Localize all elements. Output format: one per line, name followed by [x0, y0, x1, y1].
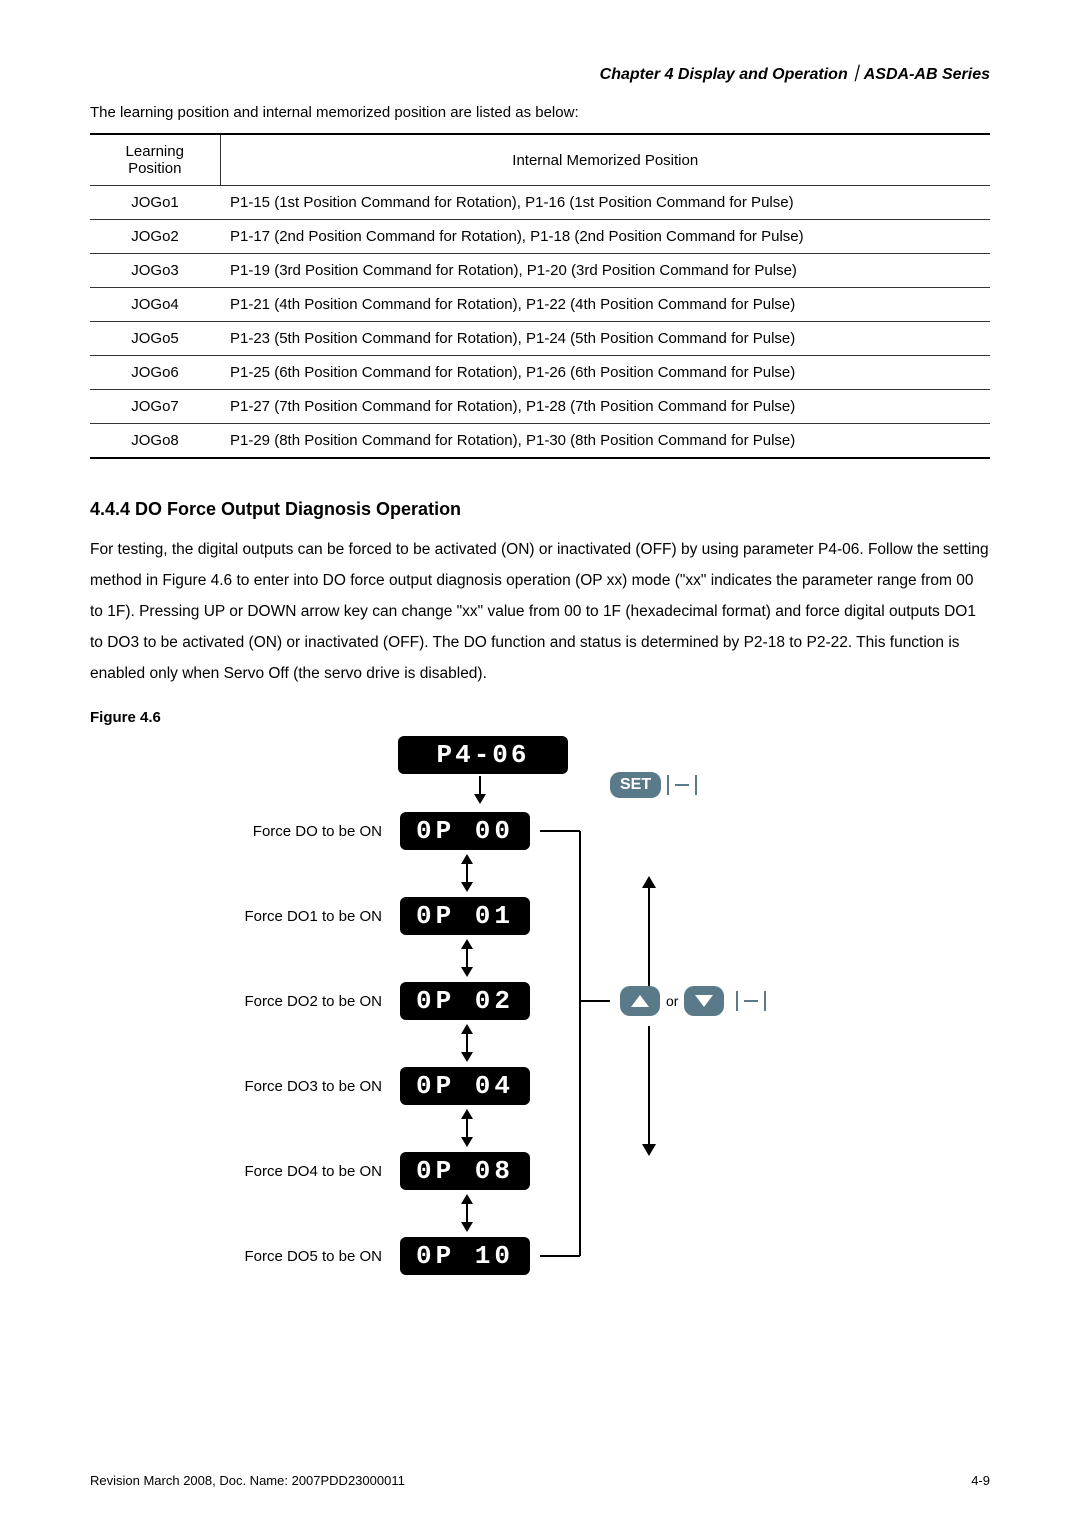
row-label: Force DO1 to be ON [190, 908, 400, 925]
figure-row: Force DO1 to be ON 0P 01 [190, 891, 790, 941]
arrow-down-icon [640, 1026, 658, 1156]
up-button-icon [620, 986, 660, 1016]
figure-diagram: P4-06 SET Force DO to be ON 0P 00 Force … [190, 736, 890, 1306]
figure-row: Force DO4 to be ON 0P 08 [190, 1146, 790, 1196]
updown-arrow-icon [458, 1109, 476, 1147]
table-row: JOGo5P1-23 (5th Position Command for Rot… [90, 322, 990, 356]
cell-lp: JOGo7 [90, 390, 220, 424]
cell-lp: JOGo8 [90, 424, 220, 459]
table-row: JOGo6P1-25 (6th Position Command for Rot… [90, 356, 990, 390]
cell-desc: P1-29 (8th Position Command for Rotation… [220, 424, 990, 459]
or-label: or [666, 993, 678, 1009]
cell-desc: P1-21 (4th Position Command for Rotation… [220, 288, 990, 322]
cell-lp: JOGo3 [90, 254, 220, 288]
row-label: Force DO2 to be ON [190, 993, 400, 1010]
row-label: Force DO5 to be ON [190, 1248, 400, 1265]
cell-desc: P1-17 (2nd Position Command for Rotation… [220, 220, 990, 254]
table-row: JOGo8P1-29 (8th Position Command for Rot… [90, 424, 990, 459]
table-row: JOGo7P1-27 (7th Position Command for Rot… [90, 390, 990, 424]
arrow-down-icon [472, 776, 488, 804]
footer-right: 4-9 [971, 1473, 990, 1488]
row-display: 0P 02 [400, 982, 530, 1020]
figure-row: Force DO to be ON 0P 00 [190, 806, 790, 856]
position-table: Learning Position Internal Memorized Pos… [90, 133, 990, 459]
updown-arrow-icon [458, 1194, 476, 1232]
cell-desc: P1-27 (7th Position Command for Rotation… [220, 390, 990, 424]
table-row: JOGo2P1-17 (2nd Position Command for Rot… [90, 220, 990, 254]
figure-row: Force DO3 to be ON 0P 04 [190, 1061, 790, 1111]
table-row: JOGo4P1-21 (4th Position Command for Rot… [90, 288, 990, 322]
cell-lp: JOGo1 [90, 186, 220, 220]
row-display: 0P 01 [400, 897, 530, 935]
cell-desc: P1-19 (3rd Position Command for Rotation… [220, 254, 990, 288]
row-display: 0P 00 [400, 812, 530, 850]
updown-arrow-icon [458, 939, 476, 977]
press-icon [667, 775, 697, 795]
bracket-connector [540, 736, 660, 1296]
section-title: 4.4.4 DO Force Output Diagnosis Operatio… [90, 499, 990, 520]
row-display: 0P 10 [400, 1237, 530, 1275]
table-intro: The learning position and internal memor… [90, 104, 990, 121]
press-icon [736, 991, 766, 1011]
updown-arrow-icon [458, 1024, 476, 1062]
table-row: JOGo1P1-15 (1st Position Command for Rot… [90, 186, 990, 220]
row-display: 0P 04 [400, 1067, 530, 1105]
cell-lp: JOGo2 [90, 220, 220, 254]
cell-lp: JOGo5 [90, 322, 220, 356]
col-header-internal: Internal Memorized Position [220, 134, 990, 186]
figure-row: Force DO5 to be ON 0P 10 [190, 1231, 790, 1281]
cell-desc: P1-15 (1st Position Command for Rotation… [220, 186, 990, 220]
updown-arrow-icon [458, 854, 476, 892]
page-footer: Revision March 2008, Doc. Name: 2007PDD2… [90, 1473, 990, 1488]
col-header-learning: Learning Position [90, 134, 220, 186]
figure-label: Figure 4.6 [90, 709, 990, 726]
row-label: Force DO4 to be ON [190, 1163, 400, 1180]
updown-button-cluster: or [620, 986, 766, 1016]
cell-lp: JOGo6 [90, 356, 220, 390]
row-label: Force DO to be ON [190, 823, 400, 840]
down-button-icon [684, 986, 724, 1016]
row-label: Force DO3 to be ON [190, 1078, 400, 1095]
row-display: 0P 08 [400, 1152, 530, 1190]
cell-desc: P1-25 (6th Position Command for Rotation… [220, 356, 990, 390]
section-body: For testing, the digital outputs can be … [90, 534, 990, 689]
cell-desc: P1-23 (5th Position Command for Rotation… [220, 322, 990, 356]
footer-left: Revision March 2008, Doc. Name: 2007PDD2… [90, 1473, 405, 1488]
table-row: JOGo3P1-19 (3rd Position Command for Rot… [90, 254, 990, 288]
page-header: Chapter 4 Display and Operation｜ASDA-AB … [90, 60, 990, 84]
cell-lp: JOGo4 [90, 288, 220, 322]
